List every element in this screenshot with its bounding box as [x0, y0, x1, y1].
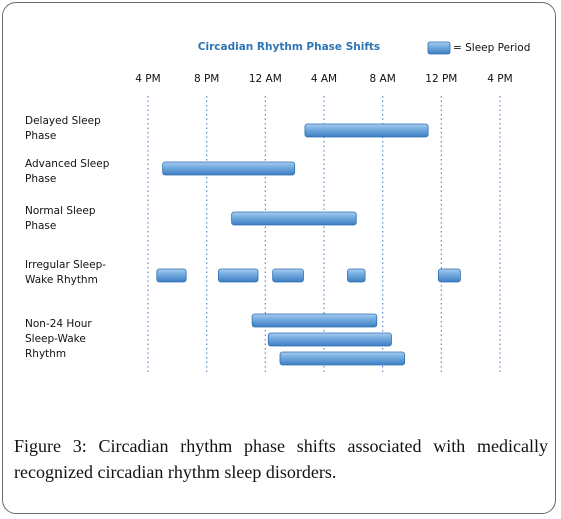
sleep-period-bar [279, 351, 406, 366]
figure-caption: Figure 3: Circadian rhythm phase shifts … [14, 436, 548, 482]
x-tick-label: 12 PM [425, 73, 457, 85]
legend-swatch [427, 41, 451, 55]
x-tick-label: 8 AM [370, 73, 396, 85]
sleep-period-bar [267, 332, 392, 347]
figure-frame [2, 2, 556, 514]
x-tick-label: 4 AM [311, 73, 337, 85]
x-tick-label: 12 AM [249, 73, 282, 85]
category-label: Advanced Sleep Phase [25, 158, 110, 185]
sleep-period-bar [347, 268, 366, 283]
sleep-period-bar [217, 268, 259, 283]
sleep-period-bar [251, 313, 378, 328]
chart-title: Circadian Rhythm Phase Shifts [198, 41, 380, 53]
sleep-period-bar [162, 161, 296, 176]
sleep-period-bar [304, 123, 429, 138]
category-label: Normal Sleep Phase [25, 205, 96, 232]
sleep-period-bar [156, 268, 187, 283]
x-tick-label: 8 PM [194, 73, 219, 85]
sleep-period-bar [437, 268, 461, 283]
x-tick-label: 4 PM [487, 73, 512, 85]
category-label: Delayed Sleep Phase [25, 115, 101, 142]
x-tick-label: 4 PM [135, 73, 160, 85]
legend-label: = Sleep Period [453, 42, 530, 54]
phase-shift-chart: 4 PM 8 PM 12 AM 4 AM 8 AM 12 PM 4 PM Delayed S… [25, 41, 530, 372]
category-label: Non-24 Hour Sleep-Wake Rhythm [25, 318, 92, 360]
sleep-period-bar [231, 211, 357, 226]
sleep-period-bar [272, 268, 304, 283]
category-label: Irregular Sleep-Wake Rhythm [25, 259, 106, 286]
